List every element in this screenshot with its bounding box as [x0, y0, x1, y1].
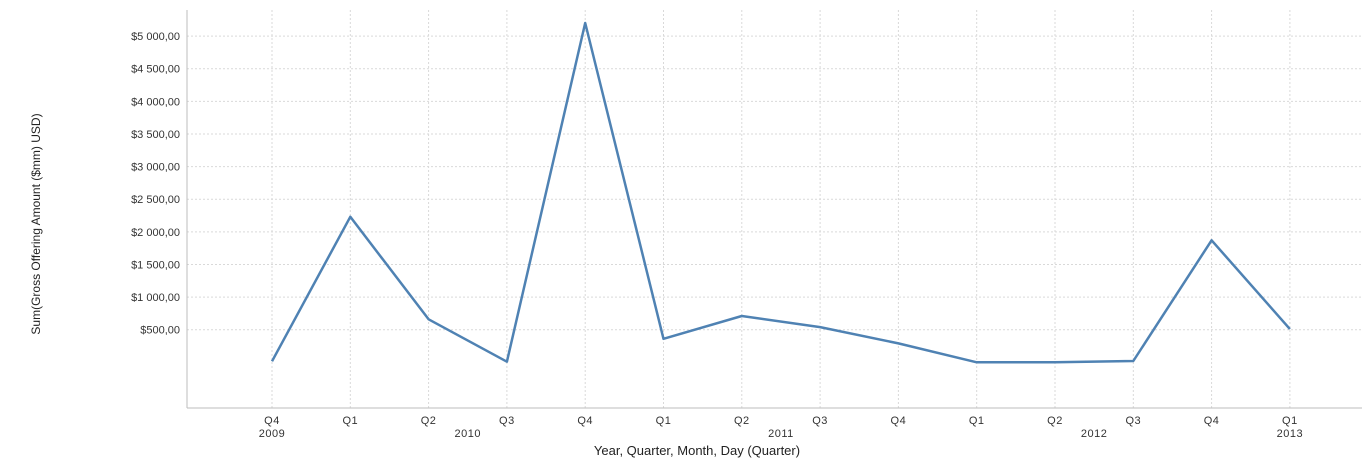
x-tick-label: Q4: [264, 415, 280, 427]
y-tick-label: $2 500,00: [131, 194, 180, 206]
x-tick-label: Q3: [499, 415, 515, 427]
year-label: 2011: [768, 428, 794, 440]
x-tick-label: Q3: [812, 415, 828, 427]
grid-lines: [187, 10, 1362, 408]
year-label: 2012: [1081, 428, 1107, 440]
x-tick-label: Q4: [577, 415, 593, 427]
x-tick-label: Q2: [734, 415, 750, 427]
series-line: [270, 21, 1291, 364]
y-tick-label: $3 000,00: [131, 162, 180, 174]
year-label: 2010: [455, 428, 481, 440]
x-tick-label: Q3: [1125, 415, 1141, 427]
x-tick-label: Q4: [891, 415, 907, 427]
y-tick-label: $2 000,00: [131, 227, 180, 239]
x-axis-year-labels: 2009 2010 2011 2012 2013: [259, 428, 1303, 440]
y-tick-label: $5 000,00: [131, 31, 180, 43]
x-tick-label: Q1: [342, 415, 358, 427]
y-tick-label: $4 000,00: [131, 96, 180, 108]
x-axis-title: Year, Quarter, Month, Day (Quarter): [594, 443, 800, 458]
y-axis-title: Sum(Gross Offering Amount ($mm) USD): [29, 113, 43, 334]
y-tick-label: $1 500,00: [131, 259, 180, 271]
y-tick-label: $1 000,00: [131, 292, 180, 304]
y-tick-label: $3 500,00: [131, 129, 180, 141]
x-tick-label: Q1: [969, 415, 985, 427]
y-tick-label: $500,00: [140, 325, 180, 337]
y-tick-label: $4 500,00: [131, 64, 180, 76]
year-label: 2013: [1277, 428, 1303, 440]
year-label: 2009: [259, 428, 285, 440]
x-tick-label: Q4: [1204, 415, 1220, 427]
x-tick-label: Q1: [656, 415, 672, 427]
x-tick-label: Q2: [1047, 415, 1063, 427]
x-tick-label: Q1: [1282, 415, 1298, 427]
x-axis-ticks: Q4 Q1 Q2 Q3 Q4 Q1 Q2 Q3 Q4 Q1 Q2 Q3 Q4 Q1: [264, 415, 1298, 427]
x-tick-label: Q2: [421, 415, 437, 427]
y-axis-ticks: $500,00 $1 000,00 $1 500,00 $2 000,00 $2 500…: [131, 31, 180, 337]
